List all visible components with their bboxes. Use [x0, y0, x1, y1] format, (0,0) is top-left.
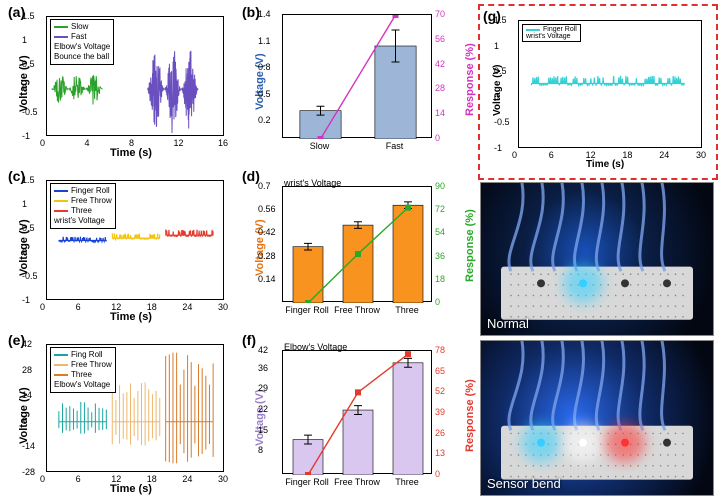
legend-g: Finger Roll wrist's Voltage — [522, 24, 581, 42]
plot-f — [283, 351, 433, 475]
xlabel-g: Time (s) — [586, 159, 624, 170]
panel-f: (f) Elbow's Voltage Voltage (V) Response… — [240, 332, 470, 498]
photo-bend-svg — [481, 341, 713, 495]
plot-d — [283, 187, 433, 303]
legend-item: Free Throw — [71, 196, 112, 206]
caption-bend: Sensor bend — [487, 476, 561, 491]
legend-item: Fing Roll — [71, 350, 103, 360]
panel-b: (b) Voltage (V) Response (%) 0.20.50.81.… — [240, 4, 470, 162]
legend-text: Elbow's Voltage — [54, 42, 110, 52]
legend-item: Free Throw — [71, 360, 112, 370]
xlabel-c: Time (s) — [110, 311, 152, 323]
legend-item: Finger Roll — [71, 186, 110, 196]
legend-text: wrist's Voltage — [54, 216, 105, 226]
panel-a: (a) Slow Fast Elbow's Voltage Bounce the… — [6, 4, 236, 162]
legend-text: Bounce the ball — [54, 52, 109, 62]
legend-text: Elbow's Voltage — [54, 380, 110, 390]
plot-b — [283, 15, 433, 139]
legend-e: Fing Roll Free Throw Three Elbow's Volta… — [50, 347, 116, 393]
legend-item: Three — [71, 206, 92, 216]
axes-f — [282, 350, 432, 474]
panel-g: (g) Finger Roll wrist's Voltage Voltage … — [478, 4, 716, 498]
caption-normal: Normal — [487, 316, 529, 331]
panel-e: (e) Fing Roll Free Throw Three Elbow's V… — [6, 332, 236, 498]
xlabel-a: Time (s) — [110, 147, 152, 159]
title-f: Elbow's Voltage — [284, 342, 347, 352]
legend-a: Slow Fast Elbow's Voltage Bounce the bal… — [50, 19, 114, 65]
legend-text: wrist's Voltage — [526, 33, 571, 40]
title-d: wrist's Voltage — [284, 178, 341, 188]
axes-b — [282, 14, 432, 138]
photo-normal-svg — [481, 183, 713, 335]
y2label-d: Response (%) — [464, 209, 476, 282]
axes-d — [282, 186, 432, 302]
legend-item: Slow — [71, 22, 88, 32]
panel-d: (d) wrist's Voltage Voltage (V) Response… — [240, 168, 470, 326]
panel-label-f: (f) — [242, 332, 256, 348]
y2label-b: Response (%) — [464, 43, 476, 116]
legend-item: Finger Roll — [543, 26, 577, 33]
photo-normal: Normal — [480, 182, 714, 336]
ylabel-f: Voltage (V) — [254, 389, 266, 446]
panel-c: (c) Finger Roll Free Throw Three wrist's… — [6, 168, 236, 326]
y2label-f: Response (%) — [464, 379, 476, 452]
legend-c: Finger Roll Free Throw Three wrist's Vol… — [50, 183, 116, 229]
photo-bend: Sensor bend — [480, 340, 714, 496]
xlabel-e: Time (s) — [110, 483, 152, 495]
legend-item: Three — [71, 370, 92, 380]
legend-item: Fast — [71, 32, 87, 42]
